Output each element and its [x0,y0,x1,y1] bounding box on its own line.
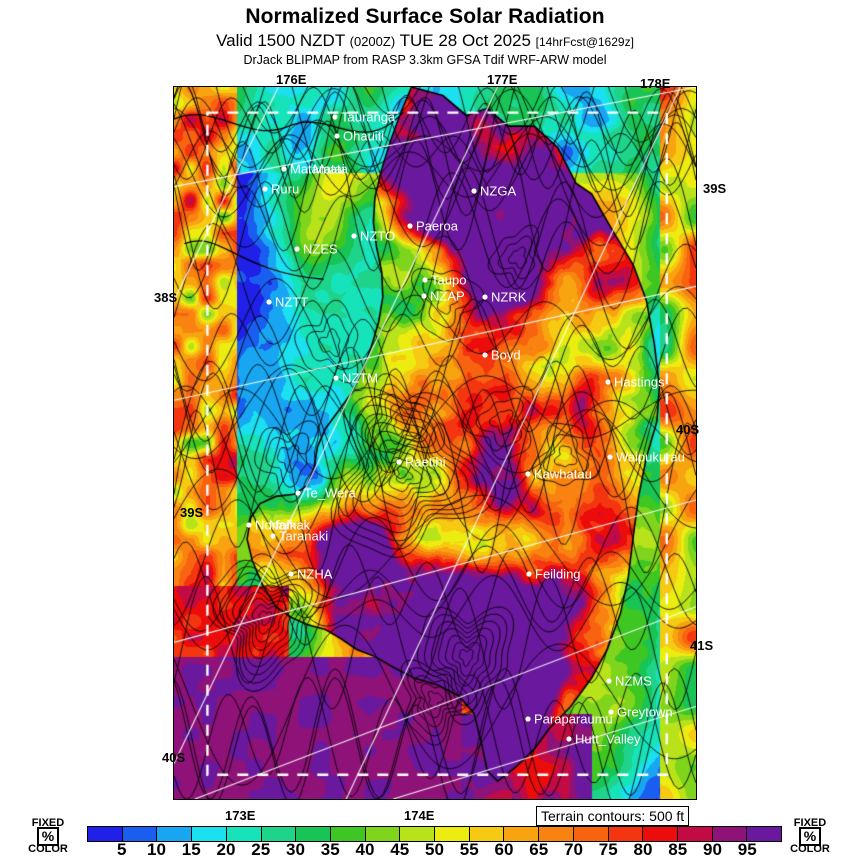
latitude-label-41S: 41S [690,638,714,653]
longitude-label-176E: 176E [276,72,307,87]
color-band-18 [712,827,748,841]
color-band-16 [643,827,678,841]
latitude-label-38S: 38S [154,290,178,305]
color-tick-25: 25 [251,840,271,859]
title-block: Normalized Surface Solar Radiation Valid… [0,0,850,67]
page-title: Normalized Surface Solar Radiation [245,5,605,28]
fixed-label-right: FIXED [793,817,827,829]
latitude-label-39S: 39S [180,505,204,520]
color-tick-65: 65 [529,840,549,859]
color-tick-20: 20 [216,840,236,859]
color-scale-ticks: 5 10 15 20 25 30 35 40 45 50 55 60 65 70 75 80 85 90 95 [87,841,782,863]
color-tick-85: 85 [668,840,688,859]
color-tick-50: 50 [425,840,444,859]
percent-unit-right: % [798,827,822,846]
color-tick-75: 75 [598,840,618,859]
color-tick-95: 95 [737,840,757,859]
valid-time-line: Valid 1500 NZDT (0200Z) TUE 28 Oct 2025 … [0,31,850,51]
solar-radiation-map[interactable]: Tauranga Ohauiti Matamata Matai Ruru NZGA Paer… [173,86,697,800]
color-band-0 [88,827,123,841]
color-band-19 [747,827,782,841]
latitude-label-40S: 40S [162,750,186,765]
longitude-label-178E: 178E [640,76,671,91]
color-band-5 [261,827,297,841]
color-band-12 [504,827,540,841]
color-band-14 [573,827,609,841]
color-tick-30: 30 [286,840,305,859]
forecast-tag-text: [14hrFcst@1629z] [535,35,634,50]
color-band-11 [469,827,505,841]
longitude-label-173E: 173E [225,808,256,823]
color-band-15 [608,827,644,841]
color-band-6 [296,827,331,841]
map-raster [174,87,696,799]
color-tick-70: 70 [564,840,583,859]
color-label-left: COLOR [28,843,68,855]
color-tick-45: 45 [390,840,410,859]
color-tick-80: 80 [633,840,653,859]
color-band-2 [157,827,193,841]
zulu-time-text: (0200Z) [349,34,396,50]
fixed-color-legend-right: FIXED % COLOR [782,818,838,855]
model-source-line: DrJack BLIPMAP from RASP 3.3km GFSA Tdif… [243,52,607,67]
latitude-label-40S: 40S [676,422,700,437]
color-scale-bar[interactable] [87,826,782,842]
color-tick-55: 55 [459,840,479,859]
color-band-9 [400,827,436,841]
valid-date-text: TUE 28 Oct 2025 [399,31,531,51]
color-band-10 [435,827,470,841]
color-band-1 [122,827,158,841]
color-tick-15: 15 [181,840,201,859]
color-label-right: COLOR [790,843,830,855]
color-band-4 [226,827,262,841]
color-tick-10: 10 [147,840,166,859]
color-tick-35: 35 [320,840,340,859]
color-tick-5: 5 [117,840,127,859]
fixed-color-legend-left: FIXED % COLOR [20,818,76,855]
color-band-8 [365,827,401,841]
color-band-7 [330,827,366,841]
percent-unit-left: % [36,827,60,846]
color-tick-40: 40 [355,840,375,859]
color-tick-90: 90 [703,840,722,859]
terrain-contour-note: Terrain contours: 500 ft [536,806,690,826]
longitude-label-174E: 174E [404,808,435,823]
color-band-3 [192,827,227,841]
color-band-13 [539,827,574,841]
valid-time-text: Valid 1500 NZDT [216,31,345,51]
latitude-label-39S: 39S [703,181,727,196]
longitude-label-177E: 177E [487,72,518,87]
fixed-label-left: FIXED [31,817,65,829]
color-band-17 [677,827,713,841]
color-tick-60: 60 [494,840,514,859]
